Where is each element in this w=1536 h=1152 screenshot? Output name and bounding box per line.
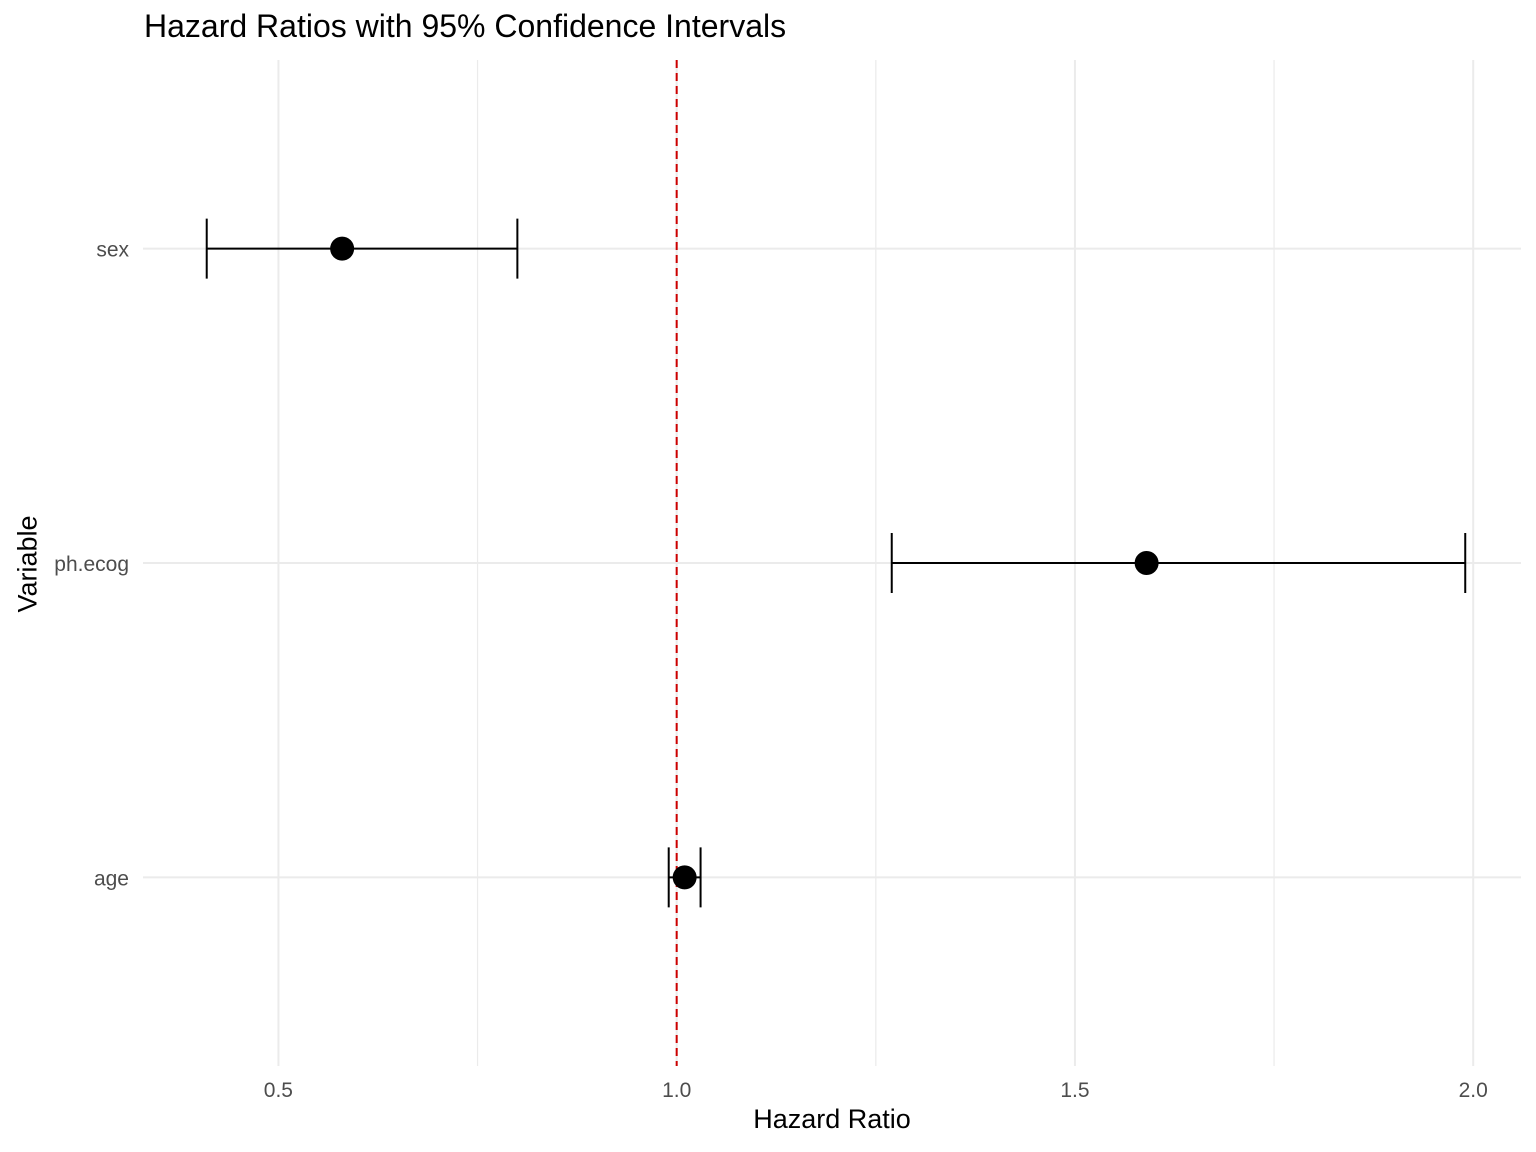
point-age xyxy=(672,865,697,890)
x-tick-label: 0.5 xyxy=(264,1079,293,1102)
chart-title: Hazard Ratios with 95% Confidence Interv… xyxy=(144,8,787,44)
x-tick-label: 1.0 xyxy=(662,1079,691,1102)
x-tick-label: 2.0 xyxy=(1459,1079,1488,1102)
y-tick-label-age: age xyxy=(94,867,129,890)
x-tick-label: 1.5 xyxy=(1060,1079,1089,1102)
point-sex xyxy=(330,236,355,261)
x-axis-label: Hazard Ratio xyxy=(753,1104,911,1134)
y-tick-label-sex: sex xyxy=(96,239,129,262)
point-ph.ecog xyxy=(1134,551,1159,575)
y-axis-label: Variable xyxy=(12,515,43,613)
y-tick-label-ph.ecog: ph.ecog xyxy=(54,553,129,576)
